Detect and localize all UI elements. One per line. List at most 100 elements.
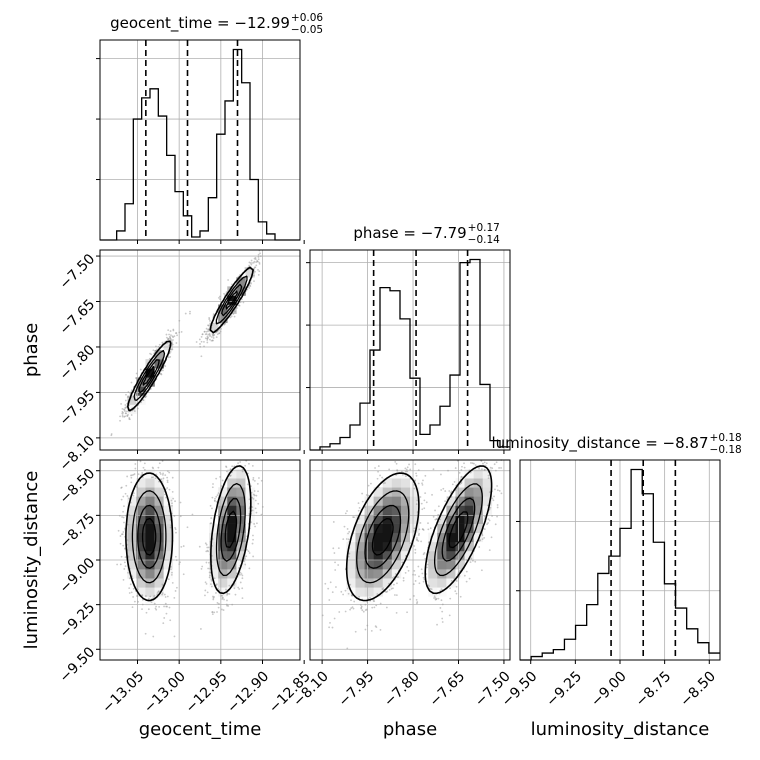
sample-point — [361, 609, 364, 612]
sample-point — [252, 555, 255, 558]
sample-point — [205, 330, 208, 333]
sample-point — [432, 468, 435, 471]
density-cell — [245, 268, 255, 278]
sample-point — [167, 329, 170, 332]
sample-point — [163, 493, 166, 496]
y-tick-label: −7.65 — [57, 296, 99, 338]
sample-point — [173, 635, 176, 638]
sample-point — [161, 593, 164, 596]
density-cell — [355, 514, 365, 524]
density-cell — [163, 514, 174, 524]
density-cell — [355, 523, 365, 534]
sample-point — [332, 521, 335, 523]
density-cell — [154, 541, 164, 552]
sample-point — [413, 545, 416, 547]
density-cell — [464, 487, 474, 497]
title-upper-error: +0.06 — [291, 12, 323, 24]
density-cell — [482, 487, 493, 497]
sample-point — [207, 567, 210, 570]
density-cell — [373, 578, 384, 588]
sample-point — [418, 528, 421, 531]
x-tick-label: −12.90 — [224, 668, 272, 716]
density-cell — [209, 569, 219, 579]
sample-point — [496, 515, 498, 518]
sample-point — [423, 507, 426, 510]
title-upper-error: +0.17 — [468, 222, 500, 234]
sample-point — [175, 332, 178, 334]
density-cell — [218, 313, 228, 324]
density-cell — [163, 505, 174, 515]
sample-point — [179, 561, 181, 564]
x-tick-label: −8.50 — [677, 668, 719, 710]
sample-point — [204, 333, 207, 336]
density-cell — [127, 569, 137, 579]
sample-point — [168, 333, 170, 336]
sample-point — [470, 557, 473, 560]
sample-point — [130, 381, 133, 384]
density-cell — [382, 496, 393, 506]
density-cell — [355, 596, 365, 606]
sample-point — [481, 538, 484, 541]
sample-point — [123, 521, 125, 524]
sample-point — [255, 264, 258, 267]
sample-point — [404, 475, 407, 478]
sample-point — [342, 538, 345, 540]
sample-point — [327, 587, 330, 590]
sample-point — [483, 536, 486, 539]
sample-point — [204, 581, 207, 584]
sample-point — [215, 592, 217, 594]
sample-point — [207, 546, 210, 549]
density-cell — [364, 505, 374, 515]
sample-point — [167, 339, 170, 341]
density-cell — [473, 478, 484, 488]
sample-point — [218, 295, 221, 298]
sample-point — [255, 511, 258, 514]
sample-point — [251, 496, 254, 499]
sample-point — [487, 522, 489, 524]
sample-point — [349, 608, 352, 611]
sample-point — [391, 577, 394, 579]
sample-point — [421, 484, 424, 486]
sample-point — [159, 473, 162, 475]
density-cell — [136, 560, 146, 570]
sample-point — [169, 526, 172, 529]
x-axis-label: luminosity_distance — [531, 719, 710, 740]
density-cell — [236, 478, 246, 488]
sample-point — [142, 399, 144, 401]
density-cell — [154, 532, 164, 543]
sample-point — [228, 593, 231, 595]
y-tick-label: −9.25 — [57, 600, 99, 642]
sample-point — [404, 571, 407, 574]
density-cell — [145, 496, 155, 506]
sample-point — [216, 583, 218, 586]
sample-point — [233, 587, 236, 590]
sample-point — [198, 545, 201, 548]
title-upper-error: +0.18 — [710, 432, 742, 444]
x-tick-label: −7.65 — [427, 668, 469, 710]
sample-point — [229, 474, 232, 477]
density-cell — [209, 532, 219, 543]
density-cell — [227, 578, 237, 588]
sample-point — [144, 632, 147, 635]
sample-point — [394, 573, 397, 575]
density-cell — [382, 532, 393, 543]
sample-point — [377, 470, 379, 473]
sample-point — [165, 605, 168, 608]
sample-point — [247, 550, 250, 553]
sample-point — [160, 478, 163, 481]
sample-point — [338, 611, 341, 613]
sample-point — [465, 559, 468, 561]
sample-point — [153, 602, 156, 605]
density-cell — [209, 523, 219, 534]
density-cell — [145, 377, 155, 387]
x-tick-label: −12.95 — [183, 668, 231, 716]
density-cell — [400, 523, 411, 534]
sample-point — [136, 486, 138, 489]
sample-point — [416, 601, 419, 603]
sample-point — [208, 334, 211, 336]
sample-point — [471, 559, 474, 562]
sample-point — [166, 470, 169, 472]
sample-point — [215, 501, 218, 503]
sample-point — [491, 497, 494, 500]
sample-point — [123, 561, 126, 564]
